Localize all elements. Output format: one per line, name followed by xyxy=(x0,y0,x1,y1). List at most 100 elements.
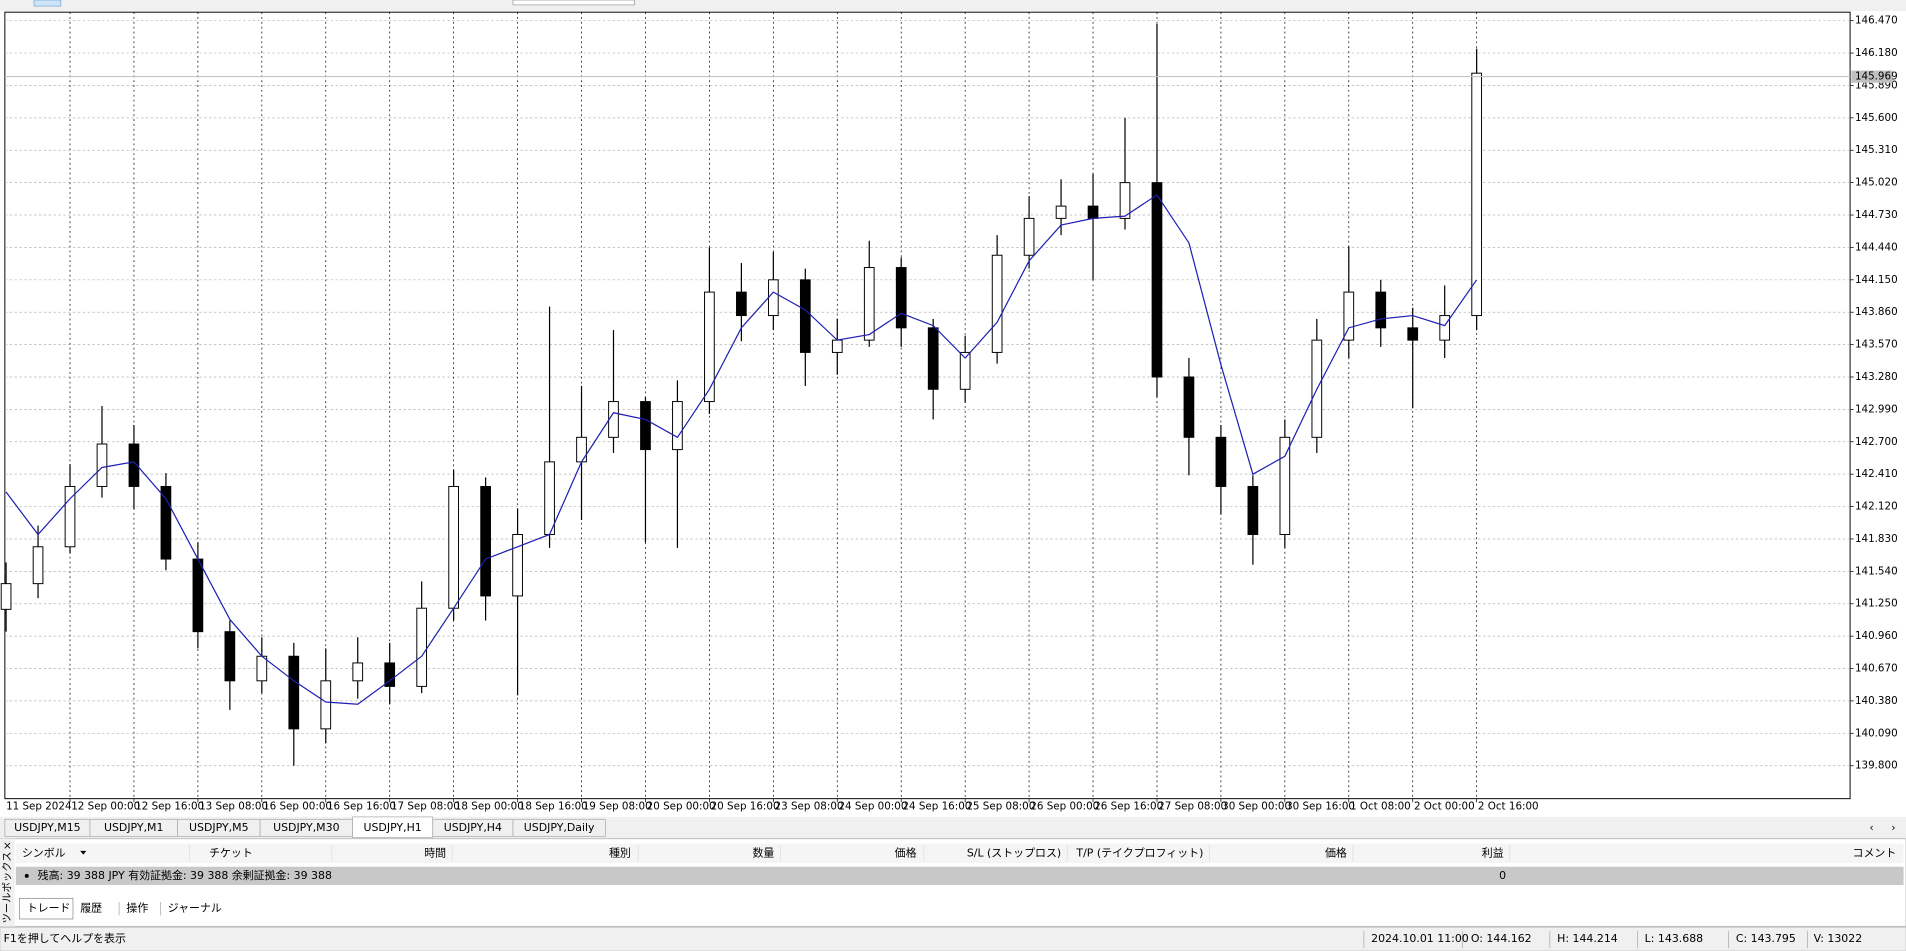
x-tick-label: 23 Sep 08:00 xyxy=(775,801,844,813)
column-header[interactable]: 種別 xyxy=(609,845,631,859)
toolbox-side xyxy=(0,838,15,927)
column-header[interactable]: シンボル xyxy=(22,846,66,859)
balance-text: 残高: 39 388 JPY 有効証拠金: 39 388 余剰証拠金: 39 3… xyxy=(38,868,332,882)
candle-body xyxy=(1023,217,1035,256)
symbol-tab-label[interactable]: USDJPY,H4 xyxy=(444,821,502,834)
toolbar xyxy=(0,0,1906,11)
toolbox-tab-label[interactable]: 操作 xyxy=(126,901,148,915)
candle-body xyxy=(448,485,459,609)
current-price-label: 145.969 xyxy=(1855,71,1898,83)
candle-body xyxy=(1439,315,1451,341)
x-tick-label: 30 Sep 00:00 xyxy=(1222,801,1291,813)
x-tick-label: 26 Sep 00:00 xyxy=(1030,801,1099,813)
y-tick-label: 142.120 xyxy=(1855,501,1898,513)
candle-body xyxy=(991,254,1003,353)
candle-body xyxy=(576,436,587,463)
candle-body xyxy=(256,655,268,682)
x-tick-label: 26 Sep 16:00 xyxy=(1094,801,1163,813)
status-c: C: 143.795 xyxy=(1736,932,1796,945)
y-tick-label: 143.860 xyxy=(1855,306,1898,318)
candle-body xyxy=(1343,291,1355,341)
candle-body xyxy=(224,631,236,682)
symbol-tab-label[interactable]: USDJPY,M30 xyxy=(273,821,340,834)
balance-row xyxy=(15,866,1904,885)
chart-frame xyxy=(4,11,1851,800)
x-tick-label: 12 Sep 16:00 xyxy=(135,801,204,813)
y-tick-label: 142.990 xyxy=(1855,403,1898,415)
y-tick-label: 144.440 xyxy=(1855,241,1898,253)
toolbox-title: ツールボックス xyxy=(1,851,13,923)
candle-body xyxy=(192,558,204,633)
candle-body xyxy=(0,583,12,610)
candle-body xyxy=(416,607,428,687)
column-header[interactable]: 数量 xyxy=(752,846,774,859)
y-tick-label: 145.890 xyxy=(1855,79,1898,91)
candle-body xyxy=(1279,436,1291,535)
candle-body xyxy=(1247,485,1259,535)
x-tick-label: 16 Sep 00:00 xyxy=(263,801,332,813)
column-header[interactable]: 価格 xyxy=(1325,845,1347,859)
x-tick-label: 24 Sep 00:00 xyxy=(838,801,907,813)
x-tick-label: 27 Sep 08:00 xyxy=(1158,801,1227,813)
x-tick-label: 25 Sep 08:00 xyxy=(966,801,1035,813)
symbol-tab-label[interactable]: USDJPY,M5 xyxy=(189,821,249,834)
toolbox-tab-label[interactable]: トレード xyxy=(27,902,71,915)
status-time: 2024.10.01 11:00 xyxy=(1371,932,1469,945)
x-tick-label: 19 Sep 08:00 xyxy=(583,801,652,813)
x-tick-label: 1 Oct 08:00 xyxy=(1350,801,1411,813)
candle-body xyxy=(64,485,76,548)
candle-body xyxy=(927,327,939,390)
candle-body xyxy=(672,401,683,451)
column-header[interactable]: コメント xyxy=(1853,846,1897,859)
candle-body xyxy=(1151,182,1163,378)
x-tick-label: 18 Sep 16:00 xyxy=(519,801,588,813)
y-tick-label: 143.280 xyxy=(1855,371,1898,383)
y-tick-label: 140.380 xyxy=(1855,695,1898,707)
y-tick-label: 145.600 xyxy=(1855,112,1898,124)
toolbox-tab-label[interactable]: 履歴 xyxy=(80,902,102,915)
y-tick-label: 144.730 xyxy=(1855,209,1898,221)
candle-body xyxy=(608,401,619,438)
candle-body xyxy=(1375,291,1387,329)
symbol-tab-label[interactable]: USDJPY,M15 xyxy=(14,821,80,834)
row-bullet xyxy=(24,873,29,878)
candle-body xyxy=(1215,436,1227,487)
column-header[interactable]: 価格 xyxy=(895,845,917,859)
y-tick-label: 141.830 xyxy=(1855,533,1898,545)
tab-scroll-right[interactable]: › xyxy=(1891,822,1895,834)
status-h: H: 144.214 xyxy=(1557,932,1618,945)
toolbar-button[interactable] xyxy=(33,0,62,7)
candle-body xyxy=(1087,205,1099,219)
candle-body xyxy=(544,461,555,535)
symbol-tab[interactable] xyxy=(512,818,606,837)
x-tick-label: 2 Oct 16:00 xyxy=(1478,801,1539,813)
column-header[interactable]: T/P (テイクプロフィット) xyxy=(1075,846,1203,859)
y-tick-label: 143.570 xyxy=(1855,339,1898,351)
candle-body xyxy=(959,351,971,390)
column-header[interactable]: 時間 xyxy=(424,846,446,859)
toolbox-close[interactable]: × xyxy=(3,840,12,852)
candle-body xyxy=(704,291,715,403)
moving-average xyxy=(5,194,1478,705)
symbol-tab-label[interactable]: USDJPY,H1 xyxy=(363,821,421,834)
symbol-tab-label[interactable]: USDJPY,Daily xyxy=(524,821,595,834)
column-header[interactable]: S/L (ストップロス) xyxy=(967,846,1061,859)
status-o: O: 144.162 xyxy=(1471,932,1532,945)
toolbox-tab-label[interactable]: ジャーナル xyxy=(168,902,222,915)
candle-body xyxy=(512,534,523,597)
toolbar-combo[interactable] xyxy=(512,0,635,6)
x-tick-label: 18 Sep 00:00 xyxy=(455,801,524,813)
x-tick-label: 20 Sep 00:00 xyxy=(647,801,716,813)
y-tick-label: 145.020 xyxy=(1855,177,1898,189)
y-tick-label: 139.800 xyxy=(1855,760,1898,772)
column-header[interactable]: 利益 xyxy=(1482,845,1504,859)
column-header[interactable]: チケット xyxy=(209,846,253,859)
y-tick-label: 141.540 xyxy=(1855,565,1898,577)
candle-body xyxy=(160,485,172,560)
candle-body xyxy=(384,662,396,687)
table-header xyxy=(15,843,1904,864)
symbol-tab-label[interactable]: USDJPY,M1 xyxy=(104,821,164,834)
balance-profit: 0 xyxy=(1499,869,1506,882)
tab-scroll-left[interactable]: ‹ xyxy=(1870,822,1874,834)
